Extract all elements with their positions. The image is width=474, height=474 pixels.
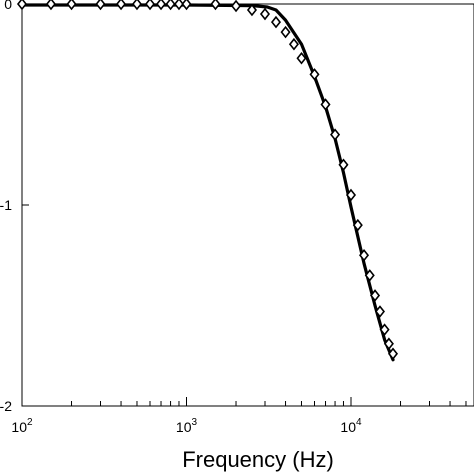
data-point-diamond	[165, 0, 176, 11]
data-point-diamond	[116, 0, 127, 11]
data-point-diamond	[370, 289, 381, 302]
line-series	[20, 3, 395, 362]
data-point-diamond	[387, 347, 399, 361]
data-point-diamond	[359, 248, 370, 262]
model-curve	[20, 3, 395, 362]
data-point-diamond	[352, 218, 363, 232]
y-tick-label: 0	[4, 0, 12, 12]
x-axis-label: Frequency (Hz)	[182, 447, 334, 472]
data-point-diamond	[259, 7, 271, 21]
data-point-diamond	[66, 0, 77, 11]
y-tick-label: -1	[0, 197, 12, 213]
data-point-diamond	[379, 323, 390, 336]
data-point-diamond	[320, 98, 331, 111]
data-point-diamond	[210, 0, 221, 11]
data-point-diamond	[155, 0, 167, 11]
marker-series	[16, 0, 399, 361]
data-point-diamond	[45, 0, 56, 11]
axis-ticks: 102 103 104 0 -1 -2	[0, 0, 467, 435]
data-point-diamond	[173, 0, 184, 11]
data-point-diamond	[131, 0, 143, 11]
data-point-diamond	[181, 0, 192, 11]
data-point-diamond	[364, 269, 375, 282]
data-point-diamond	[246, 3, 257, 17]
data-point-diamond	[330, 128, 341, 141]
x-tick-label: 104	[340, 417, 362, 435]
x-tick-label: 102	[11, 417, 33, 435]
data-point-diamond	[230, 0, 242, 13]
data-point-diamond	[383, 337, 394, 350]
data-point-diamond	[95, 0, 106, 11]
y-tick-label: -2	[0, 398, 12, 414]
data-point-diamond	[280, 25, 291, 39]
data-point-diamond	[338, 158, 349, 172]
data-point-diamond	[144, 0, 156, 11]
plot-frame	[21, 3, 474, 407]
data-point-diamond	[270, 15, 282, 29]
data-point-diamond	[296, 51, 307, 65]
x-tick-label: 103	[176, 417, 198, 435]
data-point-diamond	[374, 305, 385, 318]
data-point-diamond	[345, 188, 357, 202]
data-point-diamond	[309, 68, 320, 81]
data-point-diamond	[16, 0, 28, 11]
data-point-diamond	[288, 37, 299, 51]
